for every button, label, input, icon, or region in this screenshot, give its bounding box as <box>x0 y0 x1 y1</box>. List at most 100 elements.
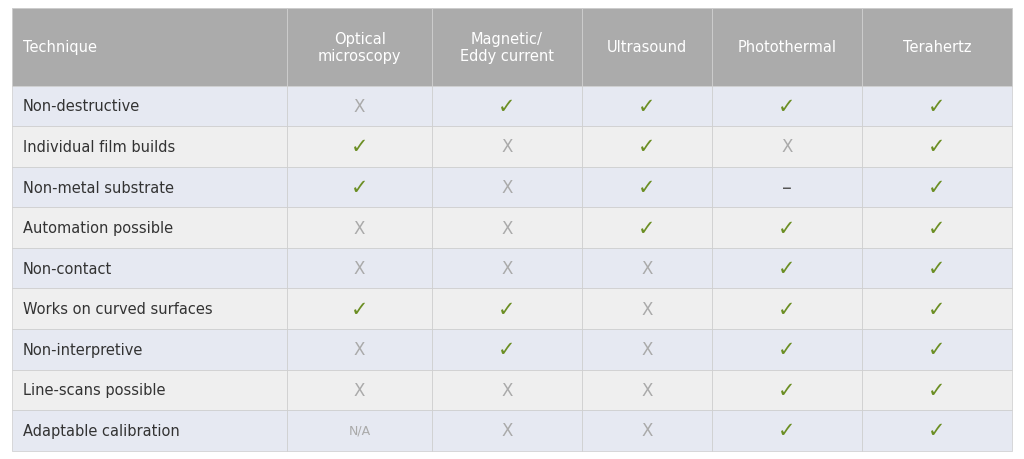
FancyBboxPatch shape <box>582 289 712 329</box>
Text: ✓: ✓ <box>928 137 945 157</box>
Text: Magnetic/
Eddy current: Magnetic/ Eddy current <box>460 32 554 64</box>
FancyBboxPatch shape <box>712 86 862 127</box>
FancyBboxPatch shape <box>287 370 432 410</box>
FancyBboxPatch shape <box>712 168 862 208</box>
FancyBboxPatch shape <box>712 248 862 289</box>
FancyBboxPatch shape <box>862 370 1012 410</box>
Text: ✓: ✓ <box>928 97 945 117</box>
Text: X: X <box>502 138 513 156</box>
Text: ✓: ✓ <box>778 420 796 441</box>
Text: ✓: ✓ <box>778 97 796 117</box>
Text: ✓: ✓ <box>928 258 945 279</box>
Text: X: X <box>641 381 652 399</box>
Text: X: X <box>502 381 513 399</box>
FancyBboxPatch shape <box>712 289 862 329</box>
FancyBboxPatch shape <box>287 168 432 208</box>
Text: Photothermal: Photothermal <box>737 40 837 55</box>
FancyBboxPatch shape <box>712 9 862 86</box>
Text: Technique: Technique <box>23 40 96 55</box>
FancyBboxPatch shape <box>287 86 432 127</box>
Text: Automation possible: Automation possible <box>23 221 173 235</box>
FancyBboxPatch shape <box>712 410 862 451</box>
FancyBboxPatch shape <box>432 289 582 329</box>
Text: Non-contact: Non-contact <box>23 261 112 276</box>
Text: X: X <box>354 341 366 358</box>
FancyBboxPatch shape <box>432 127 582 168</box>
Text: ✓: ✓ <box>638 178 655 198</box>
Text: ✓: ✓ <box>638 97 655 117</box>
FancyBboxPatch shape <box>582 168 712 208</box>
FancyBboxPatch shape <box>862 9 1012 86</box>
Text: X: X <box>502 421 513 439</box>
Text: ✓: ✓ <box>499 97 516 117</box>
Text: Ultrasound: Ultrasound <box>607 40 687 55</box>
Text: ✓: ✓ <box>778 340 796 359</box>
FancyBboxPatch shape <box>12 208 287 248</box>
FancyBboxPatch shape <box>12 127 287 168</box>
Text: Optical
microscopy: Optical microscopy <box>317 32 401 64</box>
FancyBboxPatch shape <box>582 248 712 289</box>
FancyBboxPatch shape <box>287 127 432 168</box>
Text: X: X <box>641 421 652 439</box>
Text: X: X <box>502 179 513 196</box>
Text: X: X <box>641 341 652 358</box>
Text: X: X <box>641 300 652 318</box>
FancyBboxPatch shape <box>287 9 432 86</box>
Text: X: X <box>781 138 793 156</box>
Text: X: X <box>354 381 366 399</box>
Text: Non-metal substrate: Non-metal substrate <box>23 180 173 195</box>
FancyBboxPatch shape <box>432 168 582 208</box>
Text: X: X <box>502 219 513 237</box>
Text: ✓: ✓ <box>638 218 655 238</box>
Text: ✓: ✓ <box>778 258 796 279</box>
FancyBboxPatch shape <box>287 208 432 248</box>
FancyBboxPatch shape <box>862 329 1012 370</box>
FancyBboxPatch shape <box>12 289 287 329</box>
FancyBboxPatch shape <box>287 289 432 329</box>
Text: Adaptable calibration: Adaptable calibration <box>23 423 179 438</box>
Text: –: – <box>782 178 792 197</box>
FancyBboxPatch shape <box>712 370 862 410</box>
Text: Works on curved surfaces: Works on curved surfaces <box>23 302 212 317</box>
FancyBboxPatch shape <box>12 9 287 86</box>
FancyBboxPatch shape <box>582 208 712 248</box>
FancyBboxPatch shape <box>432 410 582 451</box>
Text: ✓: ✓ <box>499 299 516 319</box>
FancyBboxPatch shape <box>712 127 862 168</box>
Text: ✓: ✓ <box>928 340 945 359</box>
Text: X: X <box>502 260 513 278</box>
Text: Line-scans possible: Line-scans possible <box>23 382 165 397</box>
Text: ✓: ✓ <box>778 380 796 400</box>
FancyBboxPatch shape <box>12 410 287 451</box>
FancyBboxPatch shape <box>582 86 712 127</box>
FancyBboxPatch shape <box>862 208 1012 248</box>
Text: ✓: ✓ <box>351 178 369 198</box>
FancyBboxPatch shape <box>12 168 287 208</box>
FancyBboxPatch shape <box>287 329 432 370</box>
Text: ✓: ✓ <box>928 299 945 319</box>
FancyBboxPatch shape <box>712 329 862 370</box>
FancyBboxPatch shape <box>582 127 712 168</box>
Text: ✓: ✓ <box>928 420 945 441</box>
FancyBboxPatch shape <box>432 370 582 410</box>
Text: ✓: ✓ <box>928 380 945 400</box>
Text: ✓: ✓ <box>351 137 369 157</box>
FancyBboxPatch shape <box>862 168 1012 208</box>
FancyBboxPatch shape <box>582 410 712 451</box>
FancyBboxPatch shape <box>12 86 287 127</box>
Text: X: X <box>641 260 652 278</box>
FancyBboxPatch shape <box>432 208 582 248</box>
Text: ✓: ✓ <box>638 137 655 157</box>
Text: ✓: ✓ <box>928 218 945 238</box>
Text: ✓: ✓ <box>928 178 945 198</box>
Text: X: X <box>354 219 366 237</box>
Text: ✓: ✓ <box>778 299 796 319</box>
Text: Non-interpretive: Non-interpretive <box>23 342 143 357</box>
Text: X: X <box>354 98 366 116</box>
FancyBboxPatch shape <box>862 410 1012 451</box>
Text: Individual film builds: Individual film builds <box>23 140 175 155</box>
Text: Terahertz: Terahertz <box>902 40 971 55</box>
FancyBboxPatch shape <box>12 370 287 410</box>
FancyBboxPatch shape <box>862 248 1012 289</box>
Text: ✓: ✓ <box>778 218 796 238</box>
